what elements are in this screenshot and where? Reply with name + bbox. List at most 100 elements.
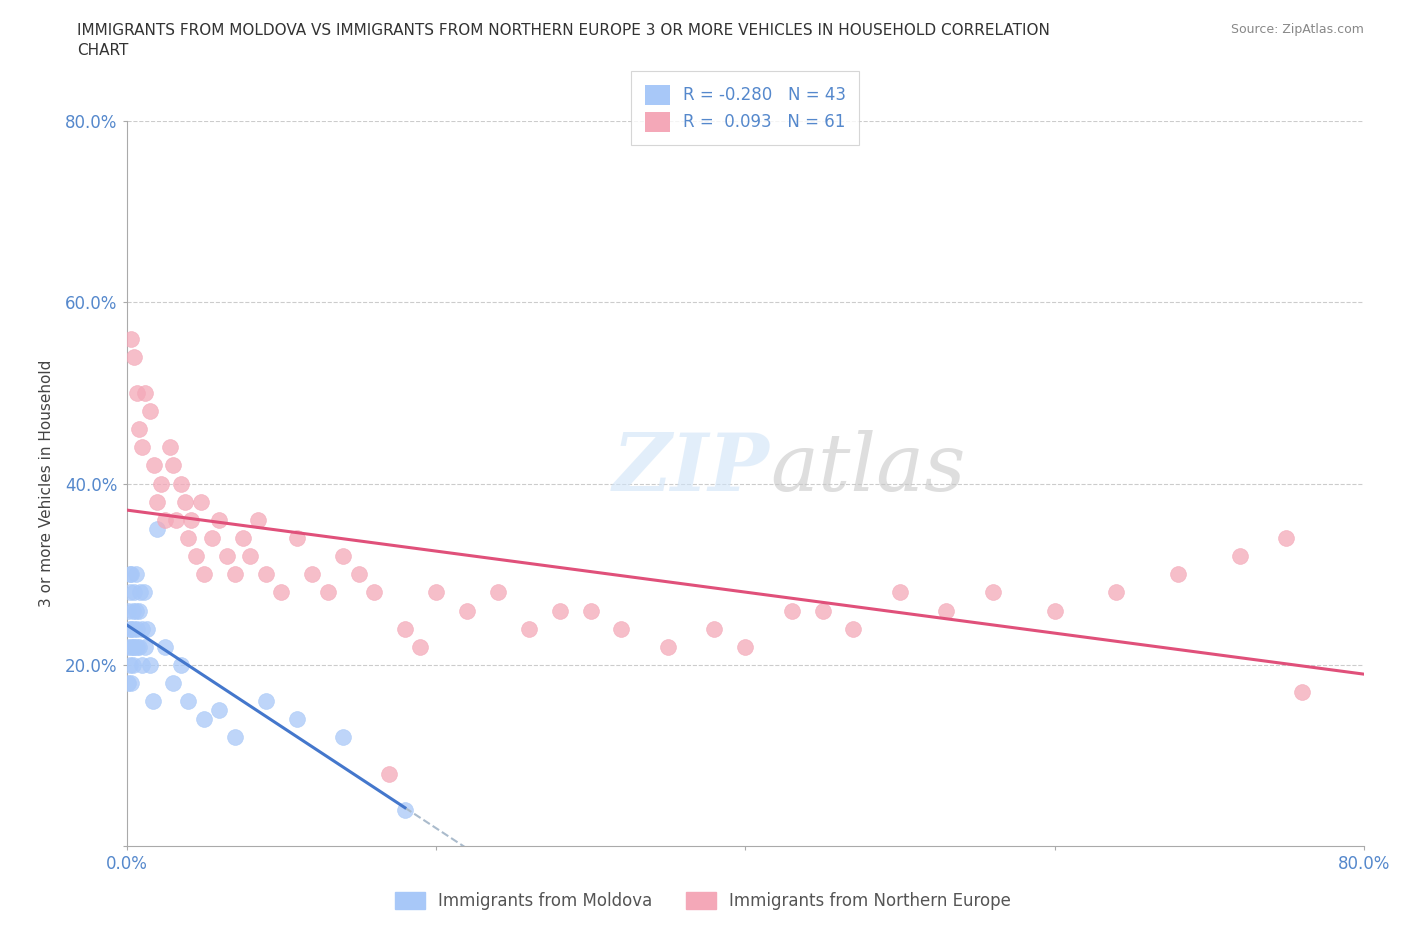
Point xyxy=(1275,530,1298,545)
Point xyxy=(131,440,153,455)
Point xyxy=(780,604,803,618)
Point xyxy=(120,331,142,346)
Point xyxy=(579,604,602,618)
Point xyxy=(127,640,149,655)
Point xyxy=(135,621,157,636)
Point xyxy=(121,604,143,618)
Point xyxy=(138,658,160,672)
Point xyxy=(842,621,865,636)
Point xyxy=(146,522,169,537)
Point xyxy=(201,530,224,545)
Point xyxy=(143,458,166,472)
Point xyxy=(118,658,141,672)
Point xyxy=(174,495,197,510)
Point xyxy=(142,694,165,709)
Point xyxy=(124,349,146,364)
Point xyxy=(548,604,571,618)
Point xyxy=(935,604,957,618)
Point xyxy=(162,675,184,690)
Point xyxy=(117,675,139,690)
Legend: Immigrants from Moldova, Immigrants from Northern Europe: Immigrants from Moldova, Immigrants from… xyxy=(388,885,1018,917)
Point xyxy=(285,712,308,727)
Point xyxy=(734,640,756,655)
Point xyxy=(378,766,401,781)
Point xyxy=(120,675,142,690)
Y-axis label: 3 or more Vehicles in Household: 3 or more Vehicles in Household xyxy=(39,360,53,607)
Point xyxy=(347,567,370,582)
Point xyxy=(981,585,1004,600)
Point xyxy=(1291,684,1313,699)
Point xyxy=(456,604,478,618)
Point xyxy=(190,495,212,510)
Point xyxy=(193,712,215,727)
Point xyxy=(159,440,181,455)
Point xyxy=(127,621,149,636)
Point xyxy=(224,567,246,582)
Point xyxy=(1167,567,1189,582)
Point xyxy=(657,640,679,655)
Point xyxy=(409,640,432,655)
Point xyxy=(811,604,834,618)
Point xyxy=(425,585,447,600)
Point xyxy=(332,549,354,564)
Point xyxy=(153,640,177,655)
Point xyxy=(125,567,148,582)
Point xyxy=(121,658,143,672)
Point xyxy=(177,694,200,709)
Point xyxy=(224,730,246,745)
Point xyxy=(128,604,150,618)
Point xyxy=(1043,604,1066,618)
Point xyxy=(247,512,270,527)
Point xyxy=(610,621,633,636)
Point xyxy=(118,585,141,600)
Point xyxy=(131,621,153,636)
Point xyxy=(208,703,231,718)
Point xyxy=(120,621,142,636)
Point xyxy=(285,530,308,545)
Point xyxy=(124,621,146,636)
Point xyxy=(217,549,239,564)
Point xyxy=(254,567,277,582)
Point xyxy=(169,476,191,491)
Point xyxy=(134,640,156,655)
Point xyxy=(517,621,540,636)
Point xyxy=(128,422,150,437)
Point xyxy=(270,585,292,600)
Point xyxy=(132,585,155,600)
Point xyxy=(120,640,142,655)
Point xyxy=(120,567,142,582)
Point xyxy=(162,458,184,472)
Point xyxy=(231,530,253,545)
Point xyxy=(316,585,339,600)
Point xyxy=(254,694,277,709)
Legend: R = -0.280   N = 43, R =  0.093   N = 61: R = -0.280 N = 43, R = 0.093 N = 61 xyxy=(631,72,859,145)
Point xyxy=(177,530,200,545)
Point xyxy=(153,512,177,527)
Point xyxy=(128,640,150,655)
Point xyxy=(239,549,262,564)
Point xyxy=(165,512,187,527)
Point xyxy=(186,549,208,564)
Point xyxy=(124,585,146,600)
Point xyxy=(208,512,231,527)
Point xyxy=(149,476,172,491)
Point xyxy=(394,621,416,636)
Point xyxy=(703,621,725,636)
Point xyxy=(121,640,143,655)
Point xyxy=(889,585,911,600)
Point xyxy=(129,585,152,600)
Point xyxy=(117,604,139,618)
Point xyxy=(127,386,149,401)
Text: IMMIGRANTS FROM MOLDOVA VS IMMIGRANTS FROM NORTHERN EUROPE 3 OR MORE VEHICLES IN: IMMIGRANTS FROM MOLDOVA VS IMMIGRANTS FR… xyxy=(77,23,1050,58)
Point xyxy=(180,512,202,527)
Text: atlas: atlas xyxy=(770,431,966,508)
Point xyxy=(146,495,169,510)
Text: Source: ZipAtlas.com: Source: ZipAtlas.com xyxy=(1230,23,1364,36)
Point xyxy=(301,567,323,582)
Point xyxy=(134,386,156,401)
Point xyxy=(125,604,148,618)
Point xyxy=(131,658,153,672)
Point xyxy=(363,585,385,600)
Point xyxy=(118,567,141,582)
Point xyxy=(118,621,141,636)
